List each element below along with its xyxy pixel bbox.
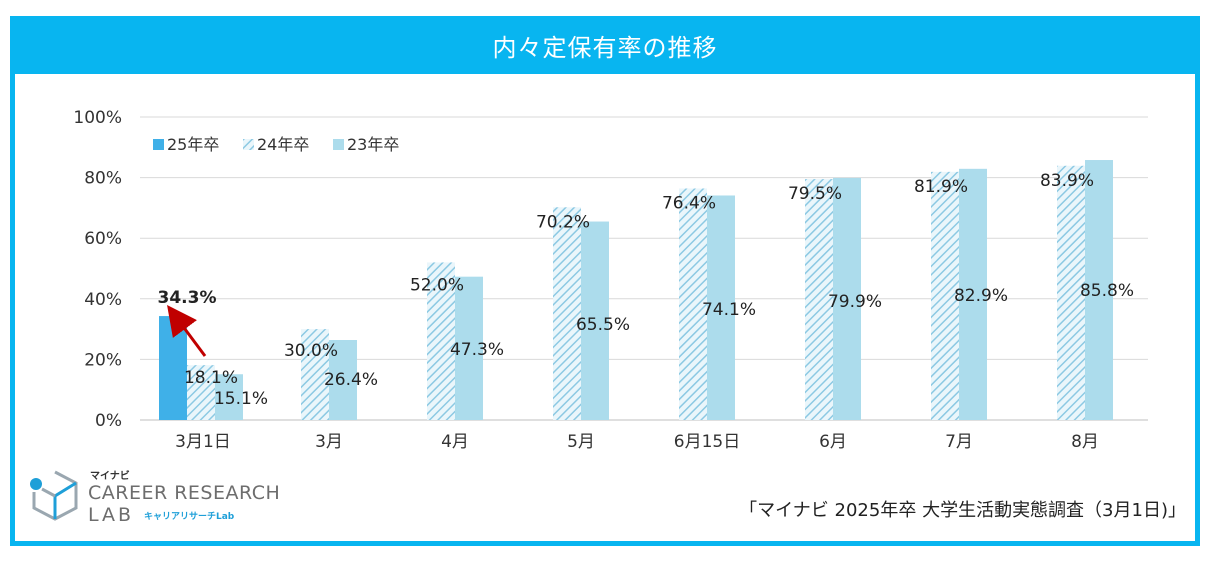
data-label: 74.1% — [702, 300, 756, 320]
data-label: 52.0% — [410, 275, 464, 295]
data-label: 15.1% — [214, 389, 268, 409]
y-tick-label: 20% — [84, 350, 122, 370]
bar-23年卒-4月 — [455, 276, 483, 420]
x-tick-label: 3月 — [315, 432, 343, 452]
logo-subtitle: キャリアリサーチLab — [144, 512, 235, 522]
y-tick-label: 100% — [73, 108, 122, 128]
data-label: 65.5% — [576, 315, 630, 335]
data-label: 79.5% — [788, 184, 842, 204]
x-tick-label: 6月15日 — [674, 432, 740, 452]
legend-label: 25年卒 — [167, 135, 219, 154]
bar-23年卒-5月 — [581, 221, 609, 420]
x-tick-label: 5月 — [567, 432, 595, 452]
x-tick-label: 6月 — [819, 432, 847, 452]
data-label: 76.4% — [662, 194, 716, 214]
data-label: 34.3% — [158, 288, 217, 308]
bar-24年卒-7月 — [931, 171, 959, 420]
data-label: 47.3% — [450, 340, 504, 360]
bar-24年卒-6月15日 — [679, 188, 707, 420]
data-label: 18.1% — [184, 368, 238, 388]
logo-line1: CAREER RESEARCH — [88, 482, 281, 504]
legend-swatch — [243, 139, 254, 150]
data-label: 70.2% — [536, 212, 590, 232]
bar-25年卒-3月1日 — [159, 316, 187, 420]
legend-label: 24年卒 — [257, 135, 309, 154]
bar-23年卒-3月 — [329, 340, 357, 420]
bar-23年卒-3月1日 — [215, 374, 243, 420]
logo-brand: マイナビ — [90, 471, 130, 482]
data-label: 30.0% — [284, 341, 338, 361]
source-note: 「マイナビ 2025年卒 大学生活動実態調査（3月1日)」 — [739, 500, 1186, 521]
bar-24年卒-8月 — [1057, 165, 1085, 420]
gridlines — [140, 116, 1148, 421]
chart-title: 内々定保有率の推移 — [10, 16, 1200, 74]
y-tick-label: 60% — [84, 229, 122, 249]
y-axis-ticks: 0% 20% 40% 60% 80% 100% — [73, 108, 122, 431]
y-tick-label: 40% — [84, 290, 122, 310]
legend-swatch — [333, 139, 344, 150]
x-tick-label: 8月 — [1071, 432, 1099, 452]
y-tick-label: 0% — [95, 411, 122, 431]
bar-23年卒-6月15日 — [707, 195, 735, 420]
bar-24年卒-5月 — [553, 207, 581, 420]
legend-label: 23年卒 — [347, 135, 399, 154]
bar-23年卒-6月 — [833, 177, 861, 420]
career-research-lab-logo: マイナビ CAREER RESEARCH LAB キャリアリサーチLab — [26, 466, 286, 526]
bar-24年卒-6月 — [805, 179, 833, 420]
data-label: 83.9% — [1040, 171, 1094, 191]
data-label: 26.4% — [324, 370, 378, 390]
bar-24年卒-3月 — [301, 329, 329, 420]
bar-23年卒-7月 — [959, 168, 987, 420]
bars — [159, 160, 1113, 420]
highlight-arrow — [167, 304, 207, 357]
data-label: 81.9% — [914, 177, 968, 197]
x-tick-label: 7月 — [945, 432, 973, 452]
cube-logo-icon — [30, 470, 78, 521]
data-label: 79.9% — [828, 292, 882, 312]
bar-24年卒-4月 — [427, 262, 455, 420]
data-label: 85.8% — [1080, 281, 1134, 301]
y-tick-label: 80% — [84, 169, 122, 189]
data-label: 82.9% — [954, 286, 1008, 306]
x-tick-label: 4月 — [441, 432, 469, 452]
data-labels: 34.3% 18.1%15.1% 30.0% 26.4% 52.0% 47.3% 70.2%… — [158, 171, 1135, 409]
x-tick-label: 3月1日 — [175, 432, 231, 452]
bar-24年卒-3月1日 — [187, 365, 215, 420]
x-axis-ticks: 3月1日 3月 4月 5月 6月15日 6月 7月 8月 — [175, 432, 1099, 452]
legend-swatch — [153, 139, 164, 150]
logo-line2: LAB — [88, 504, 135, 526]
bar-23年卒-8月 — [1085, 160, 1113, 420]
legend: 25年卒 24年卒 23年卒 — [153, 135, 399, 154]
